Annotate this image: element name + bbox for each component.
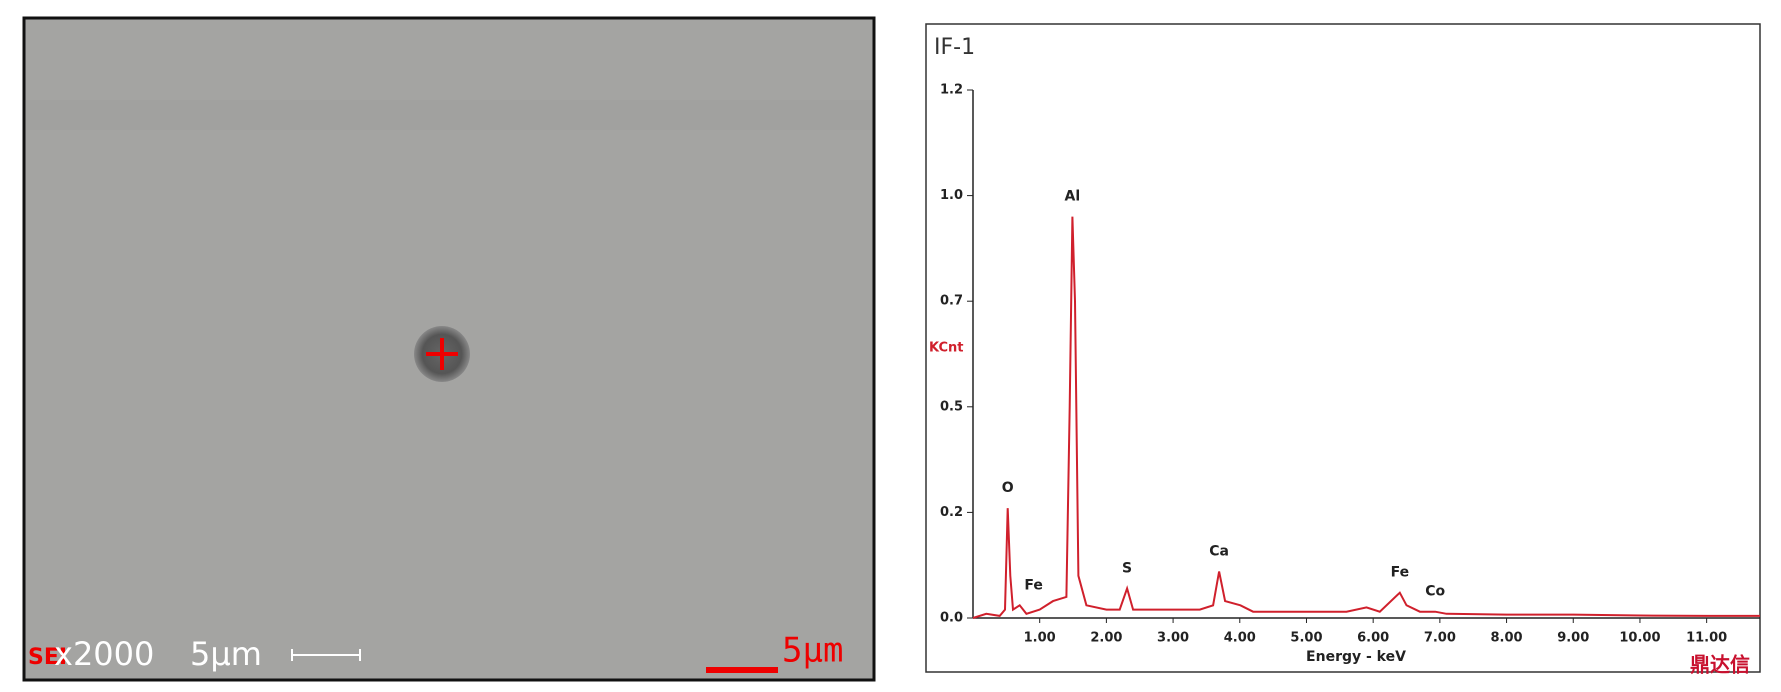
marker-scale-label: 5μm bbox=[782, 631, 843, 671]
magnification: x2000 bbox=[54, 635, 154, 673]
spectrum-frame bbox=[925, 23, 1761, 673]
y-tick-label: 0.2 bbox=[940, 505, 963, 520]
x-tick-label: 7.00 bbox=[1424, 631, 1456, 646]
x-axis-label: Energy - keV bbox=[1306, 649, 1406, 665]
sem-panel: SEI x2000 5μm 5μm bbox=[22, 16, 876, 682]
x-tick-label: 5.00 bbox=[1290, 631, 1322, 646]
y-tick-label: 1.0 bbox=[940, 188, 963, 203]
peak-label: Fe bbox=[1024, 577, 1043, 593]
x-tick-label: 10.00 bbox=[1619, 631, 1660, 646]
y-tick-label: 0.0 bbox=[940, 611, 963, 626]
y-tick-label: 1.2 bbox=[940, 83, 963, 98]
peak-label: S bbox=[1122, 560, 1132, 576]
sem-band bbox=[26, 100, 872, 130]
x-tick-label: 8.00 bbox=[1491, 631, 1523, 646]
x-tick-label: 9.00 bbox=[1557, 631, 1589, 646]
peak-label: Ca bbox=[1209, 544, 1229, 560]
scale-label: 5μm bbox=[190, 635, 262, 673]
peak-label: Al bbox=[1065, 189, 1081, 205]
x-tick-label: 6.00 bbox=[1357, 631, 1389, 646]
peak-label: O bbox=[1002, 480, 1014, 496]
peak-label: Fe bbox=[1391, 565, 1410, 581]
x-tick-label: 11.00 bbox=[1686, 631, 1727, 646]
x-tick-label: 4.00 bbox=[1224, 631, 1256, 646]
x-tick-label: 2.00 bbox=[1090, 631, 1122, 646]
x-tick-label: 1.00 bbox=[1024, 631, 1056, 646]
x-tick-label: 3.00 bbox=[1157, 631, 1189, 646]
y-tick-label: 0.7 bbox=[940, 294, 963, 309]
y-tick-label: 0.5 bbox=[940, 399, 963, 414]
spectrum-line bbox=[972, 216, 1760, 619]
peak-label: Co bbox=[1425, 584, 1445, 600]
watermark: 鼎达信 bbox=[1690, 653, 1750, 677]
detector-label: SEI bbox=[28, 645, 67, 670]
chart-title: IF-1 bbox=[934, 35, 975, 60]
y-axis-label: KCnt bbox=[929, 341, 964, 356]
